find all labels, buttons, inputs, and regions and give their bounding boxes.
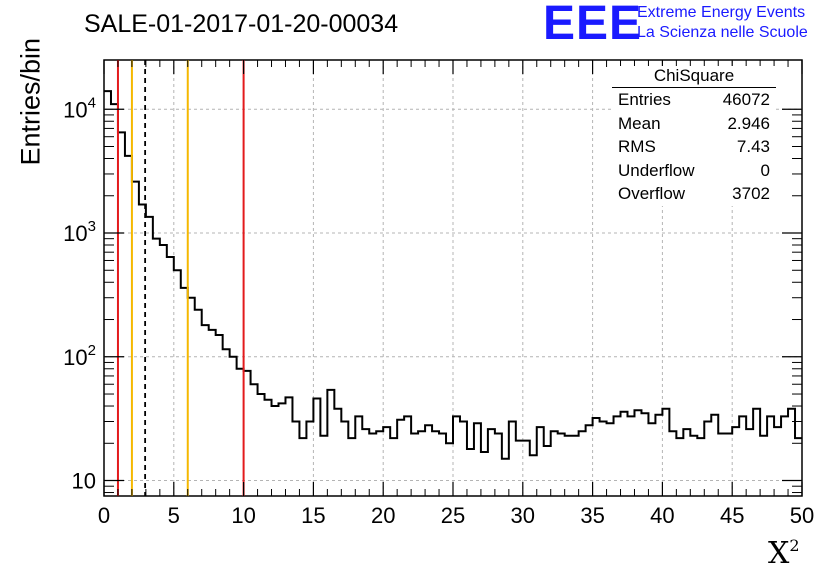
stats-label: Underflow: [618, 160, 695, 180]
y-tick-label: 104: [63, 94, 96, 122]
x-tick-label: 30: [511, 503, 535, 528]
x-axis-label: X2: [768, 536, 800, 571]
logo-line-2: La Scienza nelle Scuole: [637, 24, 808, 41]
stats-value: 2.946: [727, 113, 770, 133]
stats-label: Overflow: [618, 184, 686, 203]
x-axis-label-text: X2: [768, 536, 800, 571]
stats-value: 7.43: [736, 137, 770, 156]
stats-label: RMS: [618, 137, 656, 156]
x-tick-label: 25: [441, 503, 465, 528]
x-tick-label: 5: [168, 503, 180, 528]
axes: 0 5 10 15 20 25 30 35 40 45 50 10 102 103 104: [63, 60, 814, 528]
cut-lines: [116, 60, 245, 496]
stats-value: 3702: [732, 184, 770, 203]
stats-box: ChiSquare Entries 46072 Mean 2.946 RMS 7.43 Un…: [612, 66, 776, 206]
y-tick-label: 10: [72, 469, 96, 494]
stats-row: Mean 2.946: [612, 112, 776, 136]
stats-title: ChiSquare: [612, 66, 776, 88]
x-tick-label: 45: [720, 503, 744, 528]
x-tick-label: 10: [231, 503, 255, 528]
chart-title: SALE-01-2017-01-20-00034: [84, 10, 399, 38]
stats-value: 46072: [722, 90, 770, 109]
stats-label: Entries: [618, 90, 671, 109]
x-tick-label: 50: [790, 503, 814, 528]
stats-value: 0: [760, 160, 770, 180]
stats-label: Mean: [618, 113, 661, 133]
y-tick-label: 103: [63, 218, 96, 246]
y-axis-label: Entries/bin: [15, 37, 46, 166]
histogram: [104, 90, 802, 460]
histogram-steps: [104, 90, 802, 460]
stats-row: Overflow 3702: [612, 182, 776, 206]
eee-logo: EEE: [543, 0, 643, 50]
stats-row: RMS 7.43: [612, 135, 776, 159]
x-tick-label: 35: [580, 503, 604, 528]
y-tick-label: 102: [63, 342, 96, 370]
stats-row: Entries 46072: [612, 88, 776, 112]
x-tick-label: 40: [650, 503, 674, 528]
stats-rows: Entries 46072 Mean 2.946 RMS 7.43 Underflow 0 Ov…: [612, 88, 776, 206]
x-tick-label: 15: [301, 503, 325, 528]
x-tick-label: 20: [371, 503, 395, 528]
logo-line-1: Extreme Energy Events: [637, 4, 806, 21]
stats-row: Underflow 0: [612, 159, 776, 183]
x-tick-label: 0: [98, 503, 110, 528]
